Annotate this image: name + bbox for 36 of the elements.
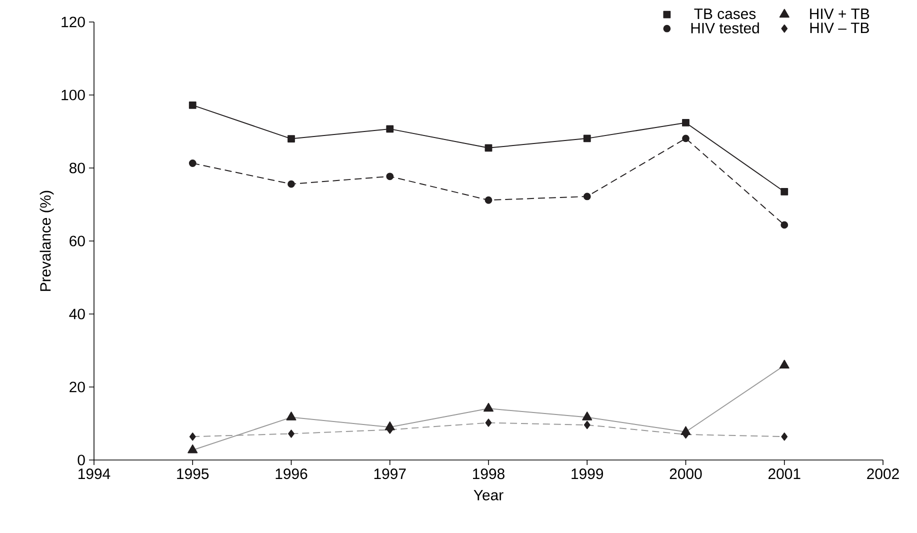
point <box>288 135 295 142</box>
x-tick-label: 1995 <box>177 468 209 480</box>
y-axis-title: Prevalance (%) <box>40 190 54 291</box>
point <box>780 221 788 229</box>
y-tick-label: 100 <box>62 90 85 100</box>
point <box>386 125 394 133</box>
x-tick-label: 2000 <box>670 468 702 480</box>
point <box>583 192 591 200</box>
point <box>682 134 690 142</box>
y-tick-label: 0 <box>78 454 85 466</box>
x-axis-title: Year <box>474 490 504 500</box>
legend-label: HIV tested <box>691 22 759 34</box>
x-tick-label: 1996 <box>276 468 308 480</box>
legend-label: HIV – TB <box>810 22 869 33</box>
point <box>188 102 196 109</box>
point <box>386 172 394 180</box>
y-tick-label: 60 <box>70 236 85 246</box>
x-tick-label: 2001 <box>768 468 800 480</box>
y-tick-label: 40 <box>69 308 85 320</box>
legend-label: TB cases <box>694 8 756 20</box>
x-tick-label: 1999 <box>572 468 604 480</box>
legend-label: HIV + TB <box>810 8 870 19</box>
point <box>188 160 196 167</box>
x-tick-label: 2002 <box>867 468 899 480</box>
y-tick-label: 20 <box>70 382 85 392</box>
x-tick-label: 1998 <box>473 468 504 480</box>
point <box>484 196 492 204</box>
point <box>583 134 591 142</box>
point <box>288 180 295 188</box>
x-tick-label: 1997 <box>374 468 406 480</box>
point <box>682 119 690 126</box>
point <box>780 188 788 196</box>
y-tick-label: 120 <box>62 16 85 28</box>
y-tick-label: 80 <box>70 162 85 174</box>
x-tick-label: 1994 <box>78 468 110 480</box>
point <box>484 144 492 152</box>
